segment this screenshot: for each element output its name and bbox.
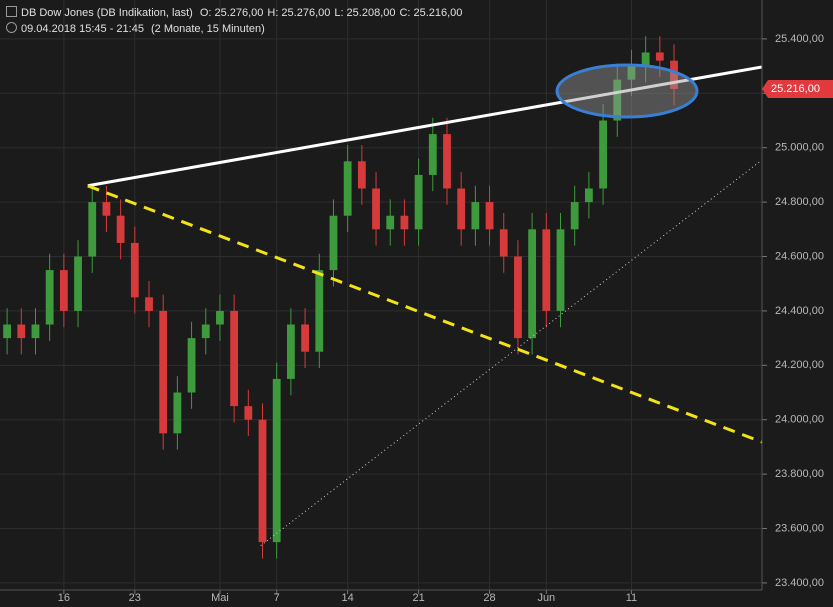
ohlc: O: 25.276,00 H: 25.276,00 L: 25.208,00 C: 25.21… [200, 7, 467, 19]
ohlc-value: 25.276,00 [214, 7, 264, 19]
y-tick-label: 23.800,00 [775, 468, 824, 480]
candle-body [542, 229, 551, 311]
candle-body [187, 338, 196, 393]
candle-body [599, 120, 607, 189]
candle-body [59, 270, 68, 311]
y-tick-label: 24.200,00 [775, 359, 824, 371]
instrument: DB Dow Jones (DB Indikation, last) [21, 7, 193, 19]
candle-body [514, 256, 522, 339]
range: (2 Monate, 15 Minuten) [151, 23, 265, 35]
ohlc-key: L: [334, 7, 344, 19]
candle-body [230, 310, 239, 407]
candle-body [88, 202, 97, 257]
candle-body [584, 188, 593, 203]
ohlc-key: H: [267, 7, 279, 19]
last-price-tag [762, 79, 833, 98]
candle-body [116, 215, 125, 243]
x-tick-label: 14 [342, 592, 354, 604]
plot [3, 36, 762, 559]
candle-body [471, 202, 480, 230]
trend-line [87, 184, 762, 444]
candle-body [343, 161, 352, 216]
candle-body [315, 270, 324, 352]
trend-line [87, 65, 762, 188]
candle-body [329, 215, 338, 271]
candle-body [485, 202, 494, 230]
candle-body [45, 270, 54, 325]
candle-body [258, 419, 267, 543]
candle-body [556, 229, 565, 311]
candle-body [400, 215, 409, 230]
candle-body [31, 324, 40, 339]
ohlc-value: 25.208,00 [346, 7, 396, 19]
candle-body [74, 256, 82, 311]
candle-body [244, 406, 253, 420]
x-tick-label: 7 [274, 592, 280, 604]
candle-body [655, 52, 664, 61]
y-tick-label: 25.000,00 [775, 142, 824, 154]
header-line-2: 09.04.2018 15:45 - 21:45 (2 Monate, 15 M… [6, 22, 269, 35]
candle-body [3, 324, 11, 339]
candle-body [457, 188, 466, 230]
icon [6, 6, 17, 17]
candle-body [528, 229, 537, 339]
candle-body [386, 215, 395, 230]
candle-body [201, 324, 210, 339]
candle-body [499, 229, 508, 257]
x-tick-label: 11 [626, 592, 637, 604]
x-tick-label: 16 [58, 592, 70, 604]
icon [6, 22, 17, 33]
y-tick-label: 24.800,00 [775, 196, 824, 208]
candle-body [272, 378, 281, 543]
trend-line [260, 159, 762, 547]
y-tick-label: 23.600,00 [775, 522, 824, 534]
candle-body [159, 310, 168, 434]
candle-body [613, 79, 622, 121]
x-tick-label: 21 [412, 592, 424, 604]
candle-body [428, 134, 437, 175]
candle-body [372, 188, 380, 230]
candle-body [102, 202, 111, 216]
y-tick-label: 24.600,00 [775, 250, 824, 262]
y-tick-label: 25.400,00 [775, 33, 824, 45]
ohlc-value: 25.216,00 [413, 7, 463, 19]
candle-body [570, 202, 579, 230]
candle-body [145, 297, 153, 311]
x-tick-label: Jun [537, 592, 555, 604]
last-price-label: 25.216,00 [771, 83, 820, 95]
candle-body [641, 52, 650, 67]
ohlc-key: C: [399, 7, 411, 19]
header-line-1: DB Dow Jones (DB Indikation, last) O: 25.… [6, 6, 470, 19]
candle-body [130, 242, 139, 298]
candle-body [443, 134, 451, 189]
candle-body [173, 392, 182, 434]
candle-body [286, 324, 295, 379]
ohlc-value: 25.276,00 [281, 7, 331, 19]
period: 09.04.2018 15:45 - 21:45 [21, 23, 144, 35]
x-tick-label: 23 [129, 592, 141, 604]
candle-body [670, 60, 678, 89]
y-tick-label: 24.000,00 [775, 414, 824, 426]
candle-body [17, 324, 26, 339]
candle-body [357, 161, 366, 189]
x-tick-label: 28 [483, 592, 495, 604]
candle-body [301, 324, 309, 352]
candle-body [216, 310, 224, 325]
x-tick-label: Mai [211, 592, 229, 604]
y-tick-label: 23.400,00 [775, 577, 824, 589]
candle-body [414, 174, 423, 230]
ohlc-key: O: [199, 7, 212, 19]
y-tick-label: 24.400,00 [775, 305, 824, 317]
candle-body [627, 66, 636, 80]
highlight-ellipse [555, 63, 699, 119]
